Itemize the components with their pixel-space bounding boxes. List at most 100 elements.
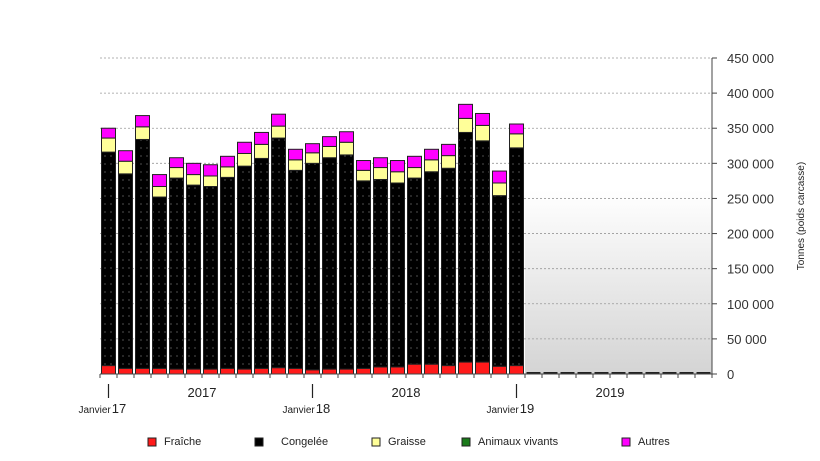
bar-segment-fra-che — [220, 367, 235, 375]
legend-swatch — [254, 437, 264, 447]
bar-segment-congel-e — [203, 186, 218, 370]
bar-segment-graisse — [254, 143, 269, 159]
bar-segment-graisse — [492, 182, 507, 197]
bar-segment-fra-che — [322, 368, 337, 375]
bar-segment-congel-e — [288, 169, 303, 369]
bar-segment-autres — [220, 155, 235, 168]
bar-segment-graisse — [169, 167, 184, 179]
bar-segment-fra-che — [424, 363, 439, 375]
bar-segment-congel-e — [152, 196, 167, 369]
bar-segment-autres — [186, 162, 201, 176]
bar-segment-graisse — [475, 124, 490, 142]
y-tick-label: 300 000 — [727, 156, 774, 171]
bar-segment-congel-e — [186, 184, 201, 370]
bar-segment-autres — [339, 131, 354, 143]
bar-segment-autres — [373, 157, 388, 169]
bar-segment-fra-che — [458, 361, 473, 375]
y-tick-label: 150 000 — [727, 262, 774, 277]
bar-segment-congel-e — [424, 171, 439, 365]
bar-segment-fra-che — [288, 367, 303, 375]
bar-segment-congel-e — [492, 195, 507, 367]
bar-segment-congel-e — [339, 154, 354, 370]
bar-segment-congel-e — [441, 167, 456, 367]
bar-segment-graisse — [101, 137, 116, 153]
bar-segment-fra-che — [101, 365, 116, 375]
bar-segment-congel-e — [254, 157, 269, 369]
bar-segment-autres — [441, 143, 456, 157]
y-tick-label: 450 000 — [727, 51, 774, 66]
bar-segment-graisse — [373, 167, 388, 180]
bar-segment-autres — [356, 160, 371, 171]
y-tick-label: 0 — [727, 367, 734, 382]
bar-segment-autres — [390, 160, 405, 173]
bar-segment-graisse — [305, 152, 320, 164]
future-period-shading — [525, 190, 712, 374]
y-tick-label: 100 000 — [727, 297, 774, 312]
bar-segment-fra-che — [203, 368, 218, 375]
bar-segment-autres — [237, 141, 252, 155]
legend-label: Animaux vivants — [478, 436, 559, 448]
y-tick-label: 250 000 — [727, 191, 774, 206]
bar-segment-graisse — [407, 167, 422, 179]
legend-swatch — [371, 437, 381, 447]
bar-segment-autres — [288, 148, 303, 161]
bar-segment-fra-che — [390, 366, 405, 375]
january-word: Janvier — [487, 405, 520, 416]
legend-label: Graisse — [388, 436, 426, 448]
bar-segment-autres — [509, 123, 524, 135]
january-word: Janvier — [283, 405, 316, 416]
bar-segment-congel-e — [101, 151, 116, 367]
bar-segment-congel-e — [322, 157, 337, 370]
bar-segment-fra-che — [441, 365, 456, 375]
january-label: Janvier19 — [487, 401, 535, 416]
january-year: 17 — [112, 401, 126, 416]
bar-segment-autres — [169, 157, 184, 169]
bar-segment-graisse — [203, 175, 218, 188]
bar-segment-autres — [322, 136, 337, 147]
bar-segment-congel-e — [373, 178, 388, 368]
january-label: Janvier17 — [79, 401, 127, 416]
legend-label: Congelée — [281, 436, 328, 448]
bar-segment-autres — [424, 148, 439, 161]
bar-segment-graisse — [356, 169, 371, 182]
bar-segment-congel-e — [271, 137, 286, 369]
bar-segment-autres — [492, 170, 507, 184]
bar-segment-fra-che — [373, 366, 388, 375]
bar-segment-fra-che — [356, 367, 371, 375]
bar-segment-graisse — [424, 159, 439, 173]
bar-segment-fra-che — [169, 368, 184, 375]
bar-segment-fra-che — [254, 367, 269, 375]
y-tick-label: 50 000 — [727, 332, 767, 347]
y-tick-label: 350 000 — [727, 121, 774, 136]
legend-label: Fraîche — [164, 436, 201, 448]
bar-segment-autres — [152, 174, 167, 188]
bar-segment-fra-che — [237, 368, 252, 375]
bar-segment-congel-e — [169, 177, 184, 370]
year-label: 2017 — [188, 385, 217, 400]
bar-segment-graisse — [339, 141, 354, 156]
bar-segment-graisse — [271, 125, 286, 139]
legend-label: Autres — [638, 436, 670, 448]
bar-segment-congel-e — [356, 180, 371, 369]
bar-segment-fra-che — [475, 361, 490, 375]
bar-segment-congel-e — [390, 182, 405, 368]
legend-swatch — [147, 437, 157, 447]
bar-segment-autres — [271, 113, 286, 127]
bar-segment-fra-che — [509, 365, 524, 375]
bar-segment-graisse — [237, 153, 252, 167]
legend-swatch — [461, 437, 471, 447]
bar-segment-graisse — [152, 186, 167, 198]
bar-segment-autres — [458, 103, 473, 119]
bar-segment-graisse — [322, 145, 337, 159]
y-axis-title: Tonnes (poids carcasse) — [796, 162, 807, 270]
bar-segment-fra-che — [186, 368, 201, 375]
bar-segment-congel-e — [220, 176, 235, 369]
bar-segment-graisse — [220, 166, 235, 178]
bar-segment-autres — [475, 112, 490, 126]
bar-segment-graisse — [135, 126, 150, 140]
january-year: 18 — [316, 401, 330, 416]
bar-segment-autres — [407, 155, 422, 169]
bar-segment-congel-e — [475, 140, 490, 363]
bar-segment-graisse — [186, 174, 201, 186]
